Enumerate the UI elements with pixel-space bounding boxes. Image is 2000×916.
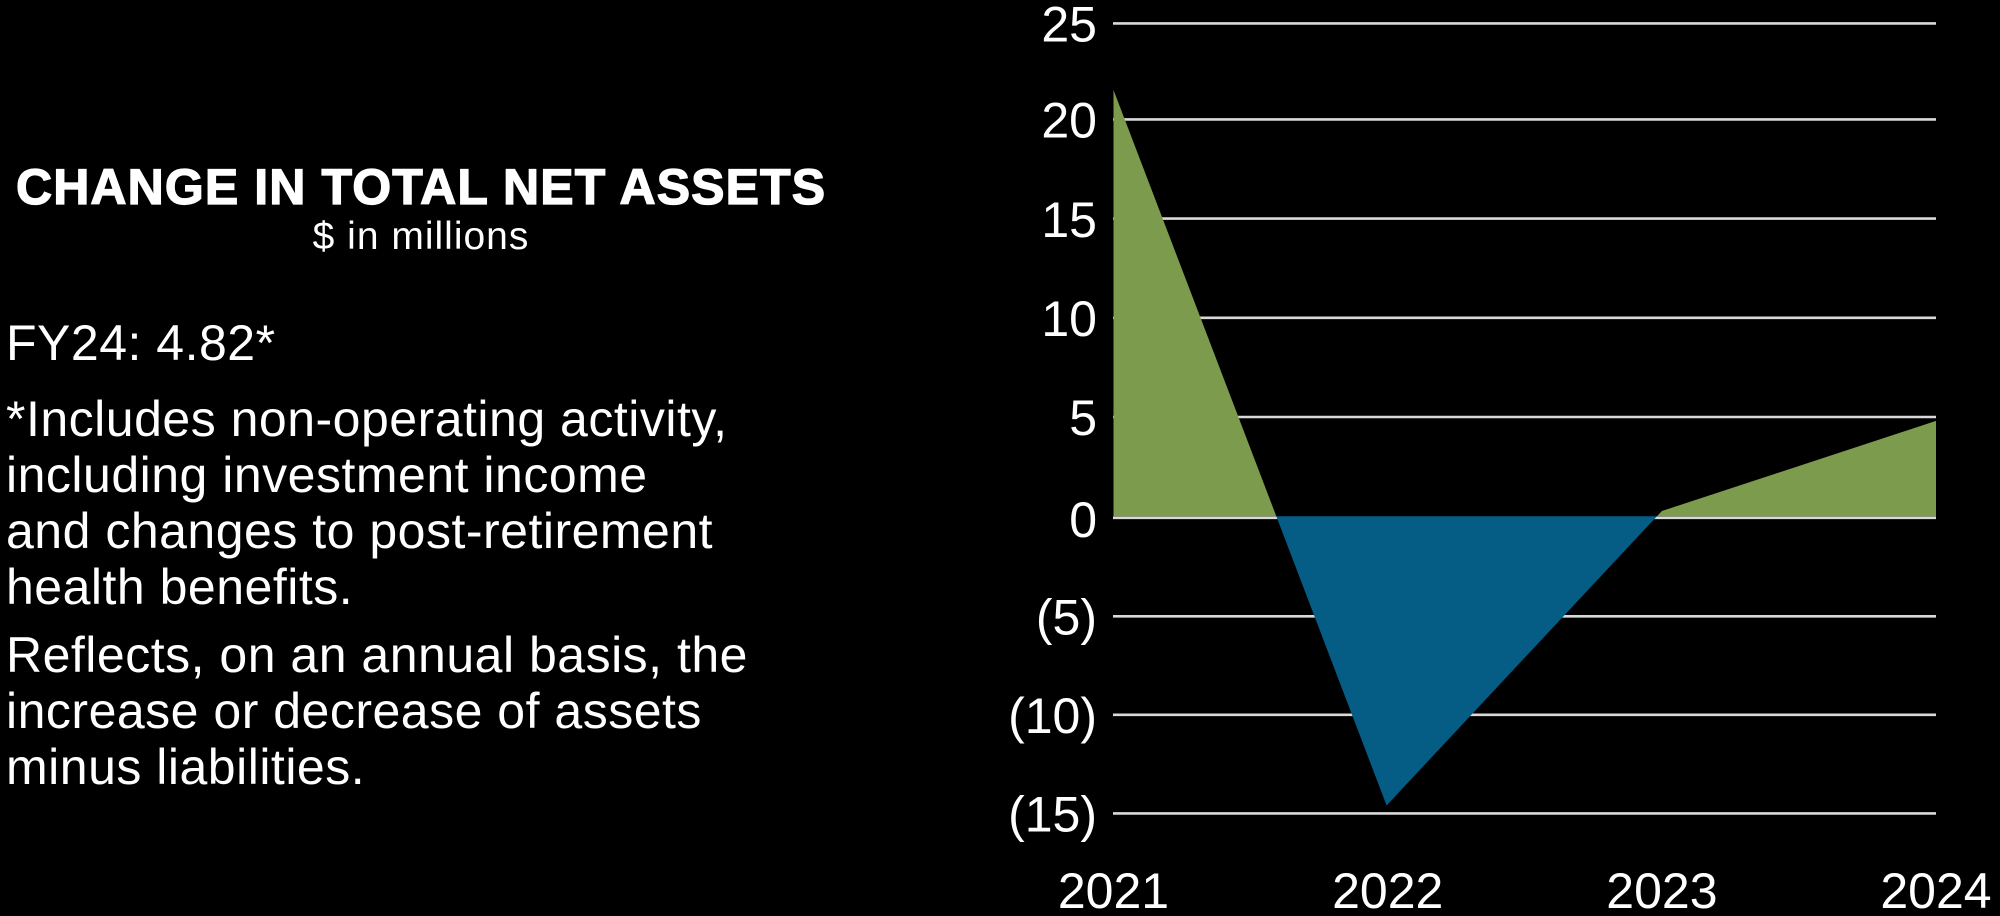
- svg-text:(10): (10): [1008, 688, 1097, 744]
- svg-text:2021: 2021: [1058, 863, 1169, 916]
- svg-text:(15): (15): [1008, 787, 1097, 843]
- svg-text:5: 5: [1069, 390, 1097, 446]
- svg-text:(5): (5): [1036, 590, 1097, 646]
- svg-text:2024: 2024: [1880, 863, 1991, 916]
- svg-text:25: 25: [1041, 0, 1097, 53]
- svg-text:10: 10: [1041, 291, 1097, 347]
- svg-text:0: 0: [1069, 492, 1097, 548]
- svg-text:20: 20: [1041, 93, 1097, 149]
- svg-text:2023: 2023: [1606, 863, 1717, 916]
- svg-text:2022: 2022: [1332, 863, 1443, 916]
- svg-text:15: 15: [1041, 192, 1097, 248]
